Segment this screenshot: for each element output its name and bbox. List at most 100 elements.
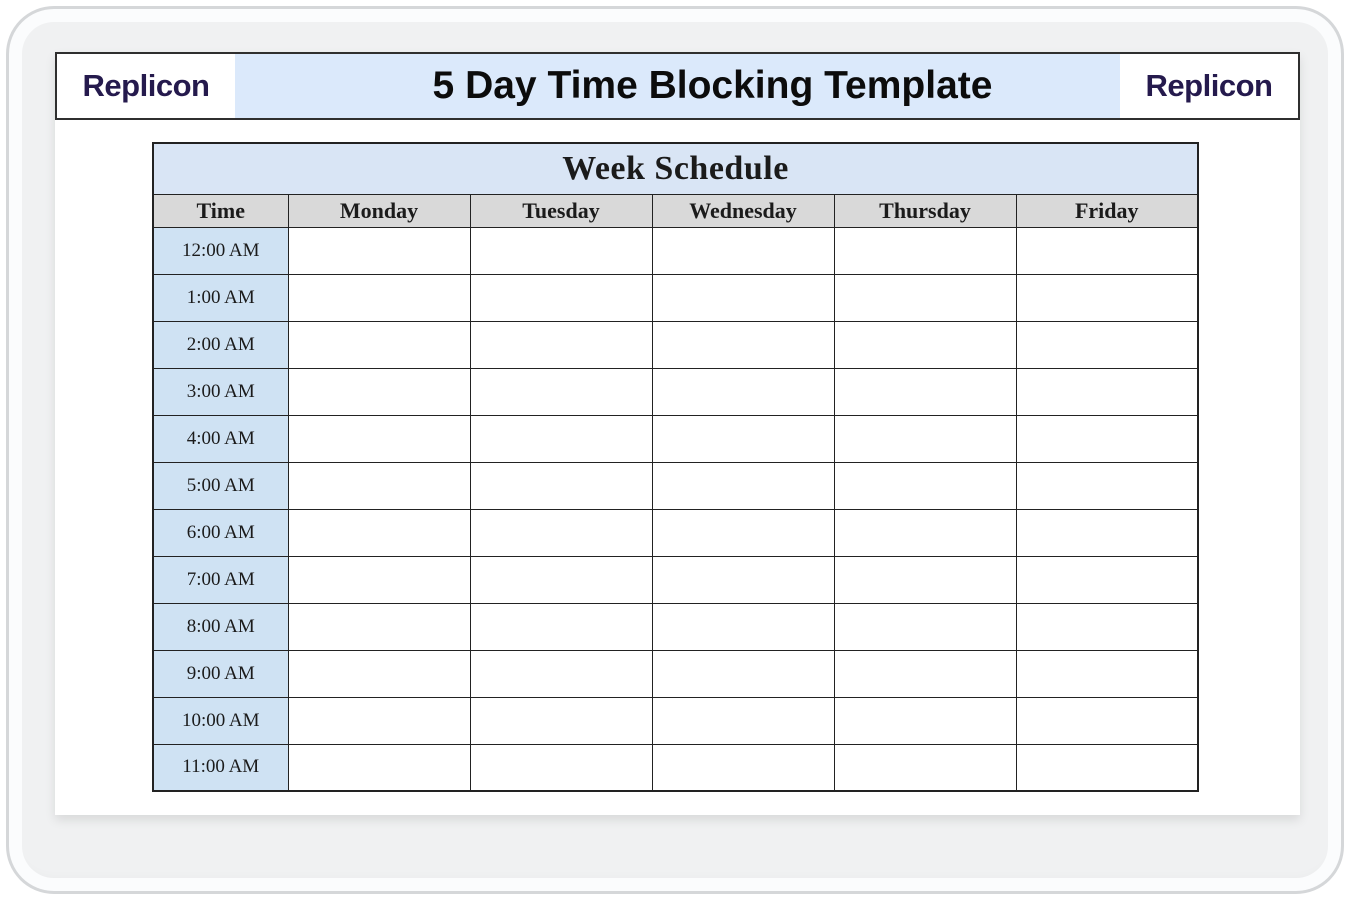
schedule-cell[interactable] [651, 508, 835, 557]
schedule-cell[interactable] [651, 367, 835, 416]
schedule-row: 5:00 AM [152, 461, 1199, 510]
schedule-cell[interactable] [469, 461, 653, 510]
time-cell: 6:00 AM [152, 508, 289, 557]
schedule-cell[interactable] [833, 743, 1017, 792]
schedule-cell[interactable] [287, 555, 471, 604]
schedule-cell[interactable] [1015, 226, 1199, 275]
schedule-cell[interactable] [833, 555, 1017, 604]
schedule-cell[interactable] [287, 508, 471, 557]
schedule-row: 6:00 AM [152, 508, 1199, 557]
schedule-cell[interactable] [287, 414, 471, 463]
schedule-row: 2:00 AM [152, 320, 1199, 369]
header-bar: Replicon 5 Day Time Blocking Template Re… [55, 52, 1300, 120]
schedule-row: 7:00 AM [152, 555, 1199, 604]
schedule-row: 10:00 AM [152, 696, 1199, 745]
schedule-cell[interactable] [833, 226, 1017, 275]
schedule-cell[interactable] [287, 461, 471, 510]
schedule-cell[interactable] [469, 367, 653, 416]
schedule-cell[interactable] [833, 414, 1017, 463]
replicon-wordmark: Replicon [82, 68, 210, 103]
col-header-monday: Monday [287, 193, 471, 228]
schedule-cell[interactable] [1015, 320, 1199, 369]
col-header-wednesday: Wednesday [651, 193, 835, 228]
schedule-cell[interactable] [651, 555, 835, 604]
schedule-cell[interactable] [469, 320, 653, 369]
col-header-tuesday: Tuesday [469, 193, 653, 228]
schedule-cell[interactable] [651, 320, 835, 369]
time-cell: 3:00 AM [152, 367, 289, 416]
schedule-cell[interactable] [1015, 602, 1199, 651]
schedule-cell[interactable] [833, 461, 1017, 510]
page-title: 5 Day Time Blocking Template [432, 64, 993, 107]
schedule-cell[interactable] [833, 602, 1017, 651]
schedule-cell[interactable] [287, 649, 471, 698]
time-cell: 10:00 AM [152, 696, 289, 745]
time-cell: 2:00 AM [152, 320, 289, 369]
table-title: Week Schedule [152, 142, 1199, 195]
schedule-cell[interactable] [651, 649, 835, 698]
schedule-cell[interactable] [469, 226, 653, 275]
time-cell: 1:00 AM [152, 273, 289, 322]
schedule-cell[interactable] [651, 414, 835, 463]
schedule-cell[interactable] [287, 696, 471, 745]
week-schedule-table: Week Schedule Time Monday Tuesday Wednesday… [152, 142, 1200, 792]
schedule-cell[interactable] [833, 649, 1017, 698]
schedule-cell[interactable] [1015, 649, 1199, 698]
time-cell: 12:00 AM [152, 226, 289, 275]
schedule-row: 3:00 AM [152, 367, 1199, 416]
schedule-cell[interactable] [287, 273, 471, 322]
replicon-logo-right: Replicon [1120, 54, 1298, 118]
table-title-row: Week Schedule [152, 142, 1199, 195]
schedule-cell[interactable] [287, 320, 471, 369]
col-header-friday: Friday [1015, 193, 1199, 228]
schedule-cell[interactable] [469, 273, 653, 322]
schedule-cell[interactable] [651, 461, 835, 510]
col-header-thursday: Thursday [833, 193, 1017, 228]
schedule-cell[interactable] [1015, 273, 1199, 322]
schedule-cell[interactable] [833, 367, 1017, 416]
schedule-cell[interactable] [651, 226, 835, 275]
schedule-cell[interactable] [469, 555, 653, 604]
schedule-cell[interactable] [469, 649, 653, 698]
schedule-row: 4:00 AM [152, 414, 1199, 463]
schedule-row: 11:00 AM [152, 743, 1199, 792]
schedule-cell[interactable] [1015, 461, 1199, 510]
schedule-cell[interactable] [1015, 696, 1199, 745]
day-header-row: Time Monday Tuesday Wednesday Thursday Friday [152, 193, 1199, 228]
schedule-cell[interactable] [833, 508, 1017, 557]
schedule-cell[interactable] [1015, 743, 1199, 792]
time-cell: 8:00 AM [152, 602, 289, 651]
schedule-cell[interactable] [651, 273, 835, 322]
schedule-cell[interactable] [469, 508, 653, 557]
schedule-cell[interactable] [651, 602, 835, 651]
schedule-cell[interactable] [651, 696, 835, 745]
schedule-cell[interactable] [469, 696, 653, 745]
schedule-cell[interactable] [469, 743, 653, 792]
schedule-cell[interactable] [833, 273, 1017, 322]
time-cell: 11:00 AM [152, 743, 289, 792]
schedule-cell[interactable] [287, 367, 471, 416]
replicon-logo-left: Replicon [57, 54, 235, 118]
schedule-cell[interactable] [833, 320, 1017, 369]
replicon-wordmark: Replicon [1145, 68, 1273, 103]
schedule-cell[interactable] [469, 414, 653, 463]
schedule-cell[interactable] [1015, 414, 1199, 463]
schedule-cell[interactable] [1015, 508, 1199, 557]
schedule-cell[interactable] [287, 743, 471, 792]
time-cell: 7:00 AM [152, 555, 289, 604]
time-cell: 4:00 AM [152, 414, 289, 463]
schedule-cell[interactable] [287, 602, 471, 651]
schedule-cell[interactable] [833, 696, 1017, 745]
schedule-cell[interactable] [1015, 555, 1199, 604]
schedule-cell[interactable] [469, 602, 653, 651]
time-cell: 9:00 AM [152, 649, 289, 698]
time-cell: 5:00 AM [152, 461, 289, 510]
page-title-box: 5 Day Time Blocking Template [235, 54, 1120, 118]
schedule-cell[interactable] [651, 743, 835, 792]
schedule-row: 9:00 AM [152, 649, 1199, 698]
tablet-frame: Replicon 5 Day Time Blocking Template Re… [6, 6, 1344, 894]
col-header-time: Time [152, 193, 289, 228]
schedule-body: 12:00 AM 1:00 AM 2:00 AM 3:00 AM 4:00 AM 5:00… [152, 226, 1199, 792]
schedule-cell[interactable] [1015, 367, 1199, 416]
schedule-cell[interactable] [287, 226, 471, 275]
